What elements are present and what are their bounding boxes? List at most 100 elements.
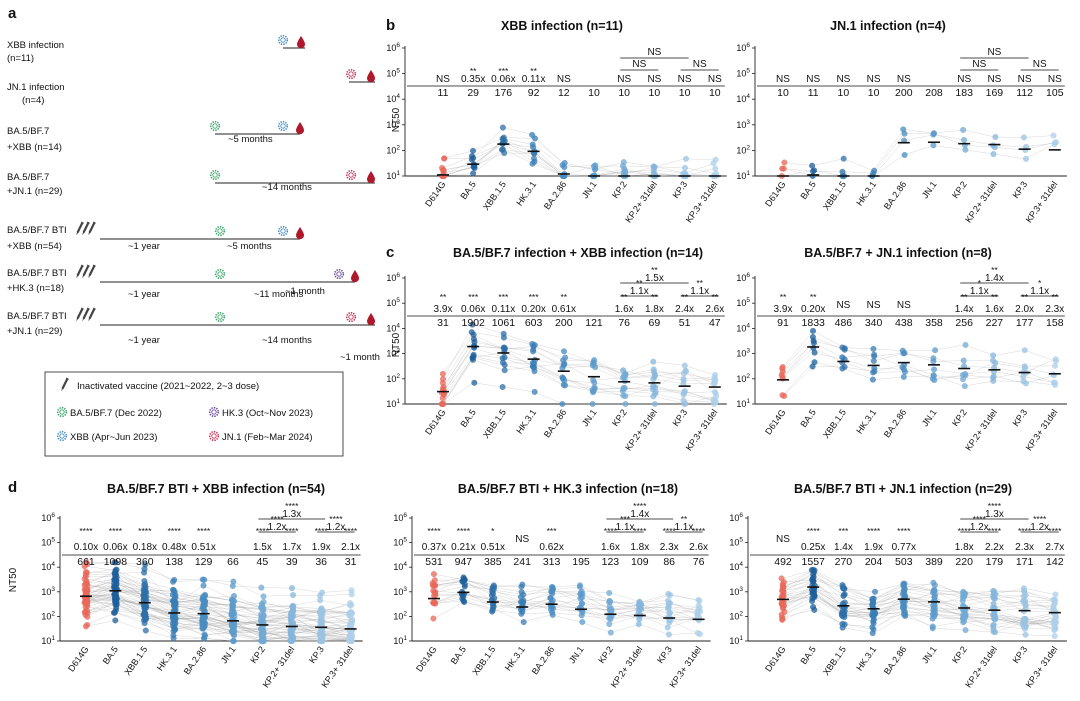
significance-label: NS bbox=[897, 300, 911, 311]
x-tick-label: JN.1 bbox=[580, 407, 599, 428]
x-tick-label: HK.3.1 bbox=[514, 407, 538, 435]
gmt-value-label: 661 bbox=[77, 556, 95, 568]
data-point bbox=[200, 582, 207, 589]
timeline-interval: ~5 months bbox=[228, 134, 273, 145]
bracket-significance-label: **** bbox=[633, 501, 647, 511]
virus-icon bbox=[345, 169, 357, 181]
bracket-fold-label: 1.1x bbox=[690, 286, 709, 297]
data-point bbox=[259, 604, 266, 611]
subject-trajectory bbox=[782, 576, 1055, 607]
x-tick-label: KP.3+ 31del bbox=[684, 179, 720, 224]
subject-trajectory bbox=[442, 346, 715, 394]
data-point bbox=[501, 344, 508, 351]
bracket-significance-label: ** bbox=[696, 278, 703, 288]
subject-trajectory bbox=[433, 579, 699, 605]
y-tick-label: 102 bbox=[41, 610, 55, 621]
significance-label: **** bbox=[256, 526, 270, 536]
data-point bbox=[930, 358, 937, 365]
gmt-value-label: 129 bbox=[195, 556, 213, 568]
fold-change-label: 2.4x bbox=[675, 304, 694, 315]
cohort-row: BA.5/BF.7 BTI +HK.3 (n=18) ~1 year ~11 mont… bbox=[7, 263, 359, 300]
data-point bbox=[430, 615, 437, 622]
virus-icon bbox=[345, 68, 357, 80]
data-point bbox=[441, 173, 448, 179]
subject-trajectory bbox=[782, 591, 1055, 623]
data-point bbox=[1021, 347, 1028, 354]
data-point bbox=[461, 599, 468, 605]
significance-label: *** bbox=[838, 526, 849, 536]
data-point bbox=[112, 559, 119, 566]
y-axis-title: NT50 bbox=[391, 332, 402, 357]
data-point bbox=[839, 354, 846, 361]
data-point bbox=[652, 384, 659, 391]
chart-title: BA.5/BF.7 + JN.1 infection (n=8) bbox=[804, 246, 992, 260]
cohort-name: JN.1 infection bbox=[7, 82, 65, 93]
y-tick-label: 105 bbox=[386, 68, 400, 79]
data-point bbox=[170, 602, 177, 609]
y-tick-label: 104 bbox=[41, 561, 55, 572]
data-point bbox=[548, 588, 555, 595]
gmt-value-label: 492 bbox=[774, 556, 792, 568]
fold-change-label: 1.8x bbox=[630, 542, 649, 553]
data-point bbox=[652, 390, 659, 397]
subject-trajectory bbox=[782, 134, 1055, 177]
data-point bbox=[112, 617, 119, 624]
syringe-icon bbox=[75, 306, 85, 322]
data-point bbox=[1052, 591, 1059, 598]
fold-change-label: 0.06x bbox=[103, 542, 127, 553]
x-tick-label: KP.3 bbox=[1011, 644, 1030, 665]
subject-trajectory bbox=[782, 336, 1055, 369]
data-point bbox=[319, 589, 326, 596]
x-tick-label: XBB.1.5 bbox=[481, 407, 508, 440]
data-point bbox=[900, 373, 907, 380]
x-tick-label: HK.3.1 bbox=[854, 179, 878, 207]
gmt-value-label: 45 bbox=[257, 556, 269, 568]
fold-change-label: 1.6x bbox=[615, 304, 634, 315]
data-point bbox=[606, 599, 613, 606]
gmt-value-label: 36 bbox=[315, 556, 327, 568]
gmt-value-label: 241 bbox=[513, 556, 531, 568]
y-tick-label: 101 bbox=[393, 635, 407, 646]
data-point bbox=[901, 585, 908, 591]
fold-change-label: 0.35x bbox=[461, 74, 485, 85]
schematic-legend: Inactivated vaccine (2021~2022, 2~3 dose… bbox=[44, 371, 344, 457]
significance-label: NS bbox=[515, 534, 529, 545]
data-point bbox=[500, 134, 507, 141]
fold-change-label: 0.20x bbox=[521, 304, 545, 315]
data-point bbox=[171, 576, 178, 583]
x-tick-label: BA.5 bbox=[458, 179, 477, 201]
data-point bbox=[430, 571, 437, 578]
x-tick-label: KP.3+ 31del bbox=[1024, 179, 1060, 224]
cohort-row: BA.5/BF.7 +XBB (n=14) ~5 months bbox=[7, 120, 304, 153]
cohort-row: XBB infection (n=11) ~1 month bbox=[7, 34, 325, 297]
significance-label: ** bbox=[530, 66, 537, 76]
data-point bbox=[990, 621, 997, 628]
bracket-significance-label: **** bbox=[988, 501, 1002, 511]
data-point bbox=[260, 593, 267, 600]
gmt-value-label: 86 bbox=[663, 556, 675, 568]
data-point bbox=[469, 321, 476, 328]
fold-change-label: 1.4x bbox=[955, 304, 974, 315]
significance-label: NS bbox=[806, 74, 820, 85]
data-point bbox=[229, 583, 236, 589]
x-tick-label: JN.1 bbox=[920, 644, 939, 665]
subject-trajectory bbox=[782, 362, 1055, 396]
gmt-value-label: 438 bbox=[895, 317, 913, 329]
x-tick-label: BA.2.86 bbox=[882, 179, 909, 211]
virus-icon bbox=[56, 430, 68, 442]
gmt-value-label: 171 bbox=[1016, 556, 1034, 568]
subject-trajectory bbox=[782, 342, 1055, 381]
syringe-icon bbox=[60, 376, 70, 392]
data-point bbox=[695, 596, 702, 603]
data-point bbox=[290, 592, 296, 598]
subject-trajectory bbox=[85, 601, 351, 642]
data-point bbox=[578, 600, 585, 607]
data-point bbox=[561, 377, 568, 384]
data-point bbox=[780, 605, 787, 612]
data-point bbox=[170, 635, 177, 642]
data-point bbox=[960, 126, 967, 133]
data-point bbox=[622, 168, 629, 175]
syringe-icon bbox=[87, 220, 97, 236]
subject-trajectory bbox=[782, 578, 1055, 610]
data-point bbox=[440, 376, 446, 383]
